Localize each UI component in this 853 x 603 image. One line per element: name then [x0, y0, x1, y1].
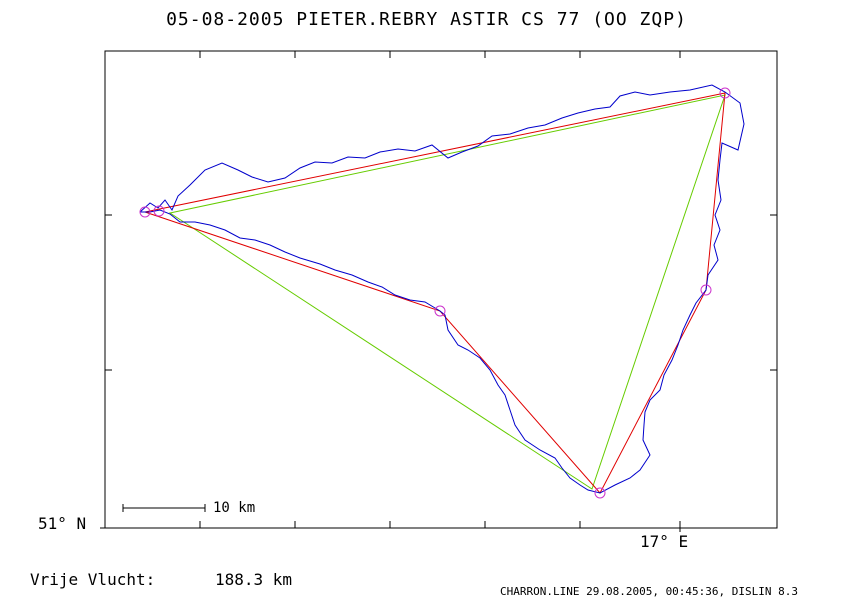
longitude-label: 17° E	[640, 532, 689, 551]
turnpoints	[139, 87, 731, 499]
fai-triangle	[168, 94, 726, 490]
footer-info: CHARRON.LINE 29.08.2005, 00:45:36, DISLI…	[500, 585, 799, 598]
turnpoint-5	[434, 305, 446, 317]
turnpoint-1	[153, 205, 165, 217]
turnpoint-2	[719, 87, 731, 99]
scale-bar	[122, 504, 206, 512]
latitude-label: 51° N	[38, 514, 87, 533]
gps-track	[139, 84, 745, 494]
axis-ticks	[100, 51, 777, 532]
turnpoint-4	[594, 487, 606, 499]
map-title: 05-08-2005 PIETER.REBRY ASTIR CS 77 (OO …	[166, 9, 687, 30]
distance-value: 188.3 km	[215, 570, 293, 589]
task-line	[144, 92, 726, 494]
map-frame	[104, 50, 778, 529]
distance-label: Vrije Vlucht:	[30, 570, 156, 589]
scale-bar-label: 10 km	[213, 500, 256, 516]
turnpoint-3	[700, 284, 712, 296]
turnpoint-start	[139, 206, 151, 218]
